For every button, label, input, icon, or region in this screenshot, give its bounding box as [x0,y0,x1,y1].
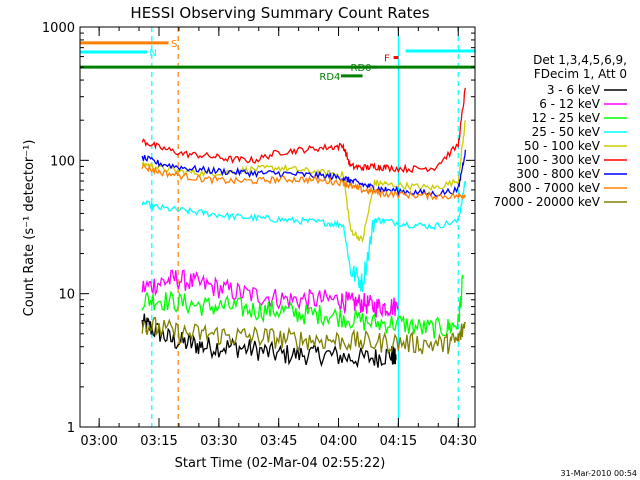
series-line-100-300keV [141,87,467,174]
axes: 1 10 100 1000 03:00 03:15 03:30 03:45 04:00 04:15… [42,21,477,449]
legend-entry-label: 100 - 300 keV [516,153,600,167]
x-tick-label: 04:30 [440,434,477,449]
legend-entry-label: 7000 - 20000 keV [493,195,600,209]
series-line-300-800keV [141,149,467,197]
state-bar-label-2: N [149,48,156,59]
plot-frame [79,26,476,428]
legend-entry-label: 12 - 25 keV [532,111,601,125]
plot-clip-group [80,27,475,427]
legend: Det 1,3,4,5,6,9, FDecim 1, Att 0 [533,53,627,81]
y-tick-label: 1 [67,421,75,436]
y-tick-label: 10 [58,288,75,303]
state-bar-label-1: S [171,39,177,50]
series-line-25-50keV [141,180,467,293]
timestamp: 31-Mar-2010 00:54 [561,469,638,478]
x-tick-label: 03:00 [80,434,117,449]
legend-entry-label: 800 - 7000 keV [509,181,601,195]
plot-area: S N RD4 RD0 F [80,27,475,427]
series-line-12-25keV [141,274,464,339]
state-bar-label-7: F [384,54,390,65]
x-tick-label: 03:30 [200,434,237,449]
legend-entry-label: 50 - 100 keV [524,139,601,153]
state-bar-label-6: RD0 [351,63,372,74]
x-tick-label: 04:15 [380,434,417,449]
y-tick-label: 1000 [42,21,75,36]
series-line-6-12keV [141,269,399,318]
series-line-7000-20000keV [141,317,466,355]
legend-header-line-1: Det 1,3,4,5,6,9, [533,53,627,67]
y-axis-label: Count Rate (s⁻¹ detector⁻¹) [22,140,37,317]
series-line-800-7000keV [141,163,466,202]
chart-title: HESSI Observing Summary Count Rates [130,4,429,22]
state-bar-label-5: RD4 [319,72,340,83]
x-tick-label: 03:45 [260,434,297,449]
legend-entry-label: 3 - 6 keV [547,83,601,97]
x-tick-label: 04:00 [320,434,357,449]
series-line-3-6keV [141,313,397,369]
legend-header-line-2: FDecim 1, Att 0 [534,67,627,81]
legend-entry-label: 25 - 50 keV [532,125,601,139]
legend-entry-label: 300 - 800 keV [516,167,600,181]
x-axis-label: Start Time (02-Mar-04 02:55:22) [175,456,386,471]
x-tick-label: 03:15 [140,434,177,449]
legend-entry-label: 6 - 12 keV [539,97,601,111]
y-tick-label: 100 [50,154,75,169]
